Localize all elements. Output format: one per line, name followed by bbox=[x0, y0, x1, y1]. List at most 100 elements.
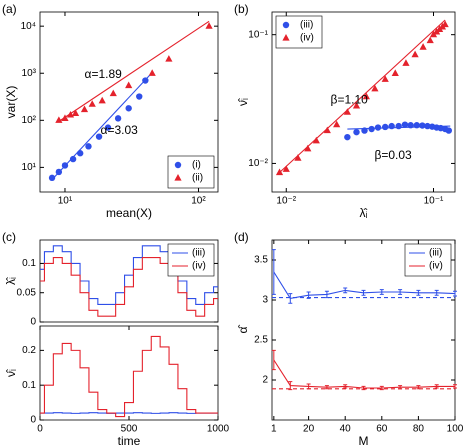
point bbox=[55, 116, 63, 123]
point bbox=[95, 133, 103, 140]
error-bar bbox=[434, 384, 439, 389]
plot-frame bbox=[271, 11, 456, 193]
point bbox=[114, 115, 122, 122]
point bbox=[445, 127, 452, 134]
legend-label: (ii) bbox=[192, 173, 203, 184]
point bbox=[402, 59, 410, 66]
point bbox=[401, 121, 409, 128]
x-axis-label: mean(X) bbox=[106, 206, 152, 220]
y-tick-label: 10⁻² bbox=[248, 158, 268, 169]
point bbox=[88, 100, 96, 107]
point bbox=[48, 174, 56, 182]
y-tick-label: 0 bbox=[30, 317, 36, 328]
point bbox=[395, 122, 402, 130]
point bbox=[368, 125, 375, 133]
y-tick-label: 10³ bbox=[22, 68, 37, 79]
point bbox=[352, 101, 361, 109]
panel-label: (b) bbox=[234, 2, 249, 16]
legend-box bbox=[404, 243, 452, 277]
series-line bbox=[273, 359, 455, 389]
y-tick-label: 10² bbox=[22, 115, 37, 126]
point bbox=[148, 69, 156, 76]
annotation: β=0.03 bbox=[374, 148, 412, 162]
y-tick-label: 0.05 bbox=[17, 287, 37, 298]
x-tick-label: 10¹ bbox=[58, 196, 73, 207]
x-tick-label: 10⁻² bbox=[276, 196, 296, 207]
point bbox=[371, 84, 379, 92]
legend-label: (iv) bbox=[192, 261, 206, 272]
point bbox=[343, 108, 351, 115]
y-tick-label: 10⁻¹ bbox=[248, 29, 268, 40]
y-tick-label: 3.5 bbox=[254, 255, 268, 266]
y-tick-label: 0.1 bbox=[22, 258, 36, 269]
series-line bbox=[40, 245, 218, 305]
point bbox=[382, 123, 389, 131]
legend-label: (iii) bbox=[429, 248, 442, 259]
series-line bbox=[279, 19, 446, 173]
legend-label: (iv) bbox=[300, 33, 314, 44]
series-line bbox=[40, 335, 218, 418]
point bbox=[333, 120, 341, 128]
point bbox=[80, 105, 89, 113]
x-axis-label: M bbox=[359, 434, 369, 445]
error-bar bbox=[343, 384, 348, 389]
error-bar bbox=[343, 287, 348, 294]
series-line bbox=[347, 125, 451, 130]
error-bar bbox=[271, 349, 276, 371]
y-tick-label: 0.1 bbox=[22, 380, 36, 391]
point bbox=[71, 109, 80, 117]
annotation: α=1.89 bbox=[85, 67, 123, 81]
error-bar bbox=[379, 385, 384, 391]
legend-box bbox=[275, 15, 323, 49]
point bbox=[165, 55, 173, 62]
point bbox=[424, 122, 431, 130]
point bbox=[294, 154, 302, 161]
x-tick-label: 1000 bbox=[207, 424, 230, 435]
x-tick-label: 1 bbox=[271, 424, 277, 435]
point bbox=[304, 144, 312, 152]
y-tick-label: 0 bbox=[30, 415, 36, 426]
series-line bbox=[58, 20, 210, 122]
y-tick-label: 2.5 bbox=[254, 335, 268, 346]
error-bar bbox=[453, 290, 457, 297]
error-bar bbox=[361, 289, 366, 296]
x-tick-label: 10² bbox=[191, 196, 206, 207]
point bbox=[109, 89, 117, 97]
y-tick-label: 10⁴ bbox=[21, 21, 36, 32]
error-bar bbox=[288, 293, 293, 304]
legend-label: (iii) bbox=[300, 20, 313, 31]
panel-label: (c) bbox=[2, 230, 16, 244]
y-tick-label: 3 bbox=[262, 295, 268, 306]
point bbox=[136, 93, 143, 100]
legend-label: (i) bbox=[192, 160, 201, 171]
point bbox=[69, 155, 77, 163]
plot-frame bbox=[39, 325, 219, 421]
point bbox=[381, 75, 389, 82]
x-tick-label: 500 bbox=[121, 424, 138, 435]
y-axis-label: ν̂ᵢ bbox=[4, 369, 18, 377]
legend-marker bbox=[174, 174, 182, 181]
y-axis-label: var(X) bbox=[4, 86, 18, 119]
x-tick-label: 80 bbox=[413, 424, 425, 435]
error-bar bbox=[434, 289, 439, 296]
legend-label: (iv) bbox=[429, 261, 443, 272]
error-bar bbox=[453, 384, 457, 389]
x-tick-label: 100 bbox=[447, 424, 463, 435]
point bbox=[344, 133, 351, 141]
error-bar bbox=[379, 289, 384, 295]
point bbox=[98, 96, 106, 104]
point bbox=[125, 105, 132, 112]
error-bar bbox=[416, 289, 421, 296]
point bbox=[323, 126, 331, 134]
series-line bbox=[51, 75, 150, 180]
legend-box bbox=[167, 243, 215, 277]
point bbox=[353, 128, 360, 136]
plot-frame bbox=[271, 239, 456, 421]
x-tick-label: 10⁻¹ bbox=[424, 196, 444, 207]
error-bar bbox=[288, 381, 293, 391]
point bbox=[76, 150, 84, 157]
y-axis-label: λ̂ᵢ bbox=[4, 277, 18, 285]
error-bar bbox=[271, 249, 276, 295]
x-tick-label: 60 bbox=[376, 424, 388, 435]
